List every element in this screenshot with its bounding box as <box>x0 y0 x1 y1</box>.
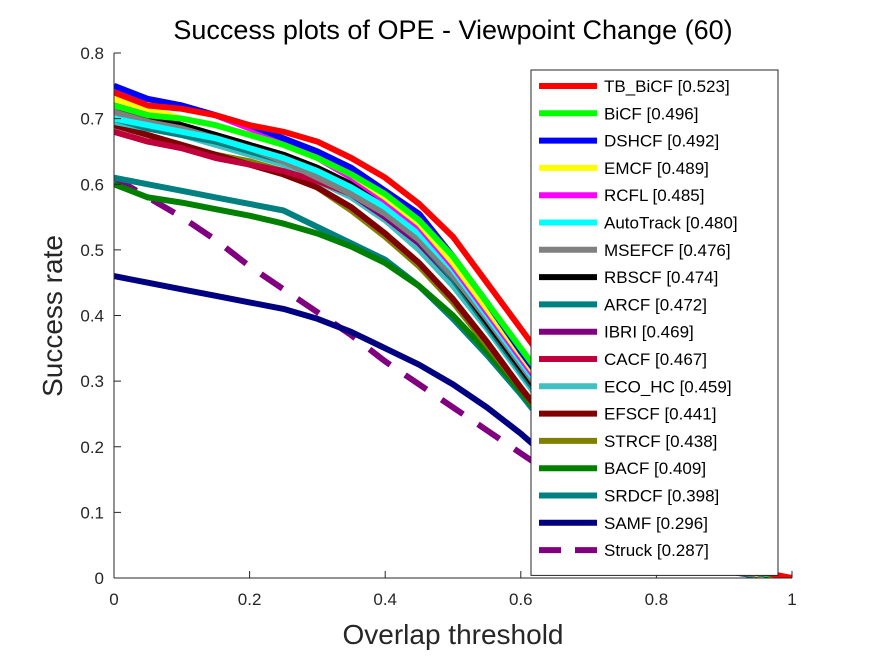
axes-layer: 0 0.2 0.4 0.6 0.8 1 0 0.1 0.2 0.3 0.4 0.5 0.6 0.7 0.8 <box>80 44 796 609</box>
legend-entry-label: ECO_HC [0.459] <box>604 377 732 396</box>
legend-entry-label: RCFL [0.485] <box>604 186 704 205</box>
x-tick-label: 0 <box>109 590 118 609</box>
legend-entry-label: DSHCF [0.492] <box>604 132 719 151</box>
x-tick-label: 1 <box>787 590 796 609</box>
chart-title: Success plots of OPE - Viewpoint Change … <box>173 15 732 45</box>
legend-entry-label: RBSCF [0.474] <box>604 268 718 287</box>
y-axis-label: Success rate <box>37 235 68 397</box>
legend-entry-label: Struck [0.287] <box>604 541 709 560</box>
legend-entry-label: EFSCF [0.441] <box>604 405 716 424</box>
legend-entry-label: BiCF [0.496] <box>604 104 699 123</box>
y-tick-label: 0 <box>95 569 104 588</box>
y-tick-label: 0.2 <box>80 438 104 457</box>
y-tick-label: 0.8 <box>80 44 104 63</box>
legend-entry-label: EMCF [0.489] <box>604 159 709 178</box>
y-tick-label: 0.4 <box>80 307 104 326</box>
legend: TB_BiCF [0.523] BiCF [0.496] DSHCF [0.492]… <box>530 69 779 576</box>
legend-entry-label: ARCF [0.472] <box>604 295 707 314</box>
legend-entry-label: IBRI [0.469] <box>604 323 694 342</box>
legend-entry-label: STRCF [0.438] <box>604 432 717 451</box>
y-tick-label: 0.1 <box>80 503 104 522</box>
legend-entry-label: TB_BiCF [0.523] <box>604 77 730 96</box>
x-tick-label: 0.4 <box>373 590 397 609</box>
x-tick-label: 0.8 <box>645 590 669 609</box>
legend-entry-label: BACF [0.409] <box>604 459 706 478</box>
legend-entry-label: CACF [0.467] <box>604 350 707 369</box>
y-tick-label: 0.6 <box>80 175 104 194</box>
legend-box <box>530 69 779 576</box>
x-axis-label: Overlap threshold <box>342 619 563 650</box>
y-tick-label: 0.3 <box>80 372 104 391</box>
x-tick-label: 0.2 <box>238 590 262 609</box>
legend-entry-label: SAMF [0.296] <box>604 514 708 533</box>
x-tick-label: 0.6 <box>509 590 533 609</box>
legend-entry-label: MSEFCF [0.476] <box>604 241 731 260</box>
legend-entry-label: AutoTrack [0.480] <box>604 214 738 233</box>
y-tick-label: 0.7 <box>80 110 104 129</box>
legend-entry-label: SRDCF [0.398] <box>604 487 719 506</box>
y-tick-label: 0.5 <box>80 241 104 260</box>
